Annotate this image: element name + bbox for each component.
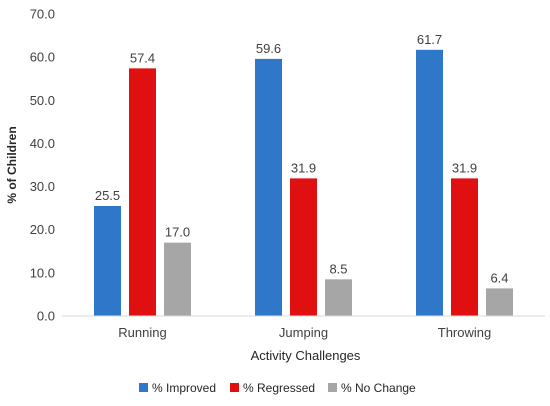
bar-value-label: 59.6 [256, 41, 281, 56]
bar-value-label: 25.5 [95, 188, 120, 203]
y-tick-label: 10.0 [30, 265, 55, 280]
x-tick-label: Throwing [438, 325, 491, 340]
bar-value-label: 31.9 [291, 160, 316, 175]
legend-label: % Improved [152, 381, 216, 395]
bar-value-label: 57.4 [130, 50, 155, 65]
y-tick-label: 20.0 [30, 222, 55, 237]
y-tick-label: 50.0 [30, 93, 55, 108]
x-tick-label: Running [118, 325, 166, 340]
bar [94, 205, 121, 316]
bar-value-label: 31.9 [452, 160, 477, 175]
x-axis-title: Activity Challenges [251, 348, 361, 363]
bar [416, 49, 443, 317]
y-tick-label: 30.0 [30, 179, 55, 194]
x-axis: Running Jumping Throwing [62, 315, 545, 340]
legend-label: % Regressed [243, 381, 315, 395]
y-tick-label: 40.0 [30, 136, 55, 151]
bar [486, 288, 513, 316]
legend: % Improved % Regressed % No Change [139, 381, 416, 395]
bar [164, 242, 191, 316]
legend-swatch [328, 383, 337, 392]
legend-swatch [230, 383, 239, 392]
bar-value-label: 8.5 [329, 261, 347, 276]
bar-value-label: 6.4 [490, 270, 508, 285]
bar-value-label: 17.0 [165, 225, 190, 240]
bars: 25.5 57.4 17.0 59.6 31.9 8.5 61.7 31.9 6.4 [94, 32, 513, 317]
y-axis: 0.0 10.0 20.0 30.0 40.0 50.0 60.0 70.0 [30, 7, 55, 324]
bar [255, 58, 282, 317]
legend-label: % No Change [341, 381, 416, 395]
y-tick-label: 70.0 [30, 7, 55, 22]
bar [325, 279, 352, 316]
bar-value-label: 61.7 [417, 32, 442, 47]
y-tick-label: 0.0 [37, 309, 55, 324]
x-tick-label: Jumping [279, 325, 328, 340]
bar [290, 178, 317, 316]
legend-swatch [139, 383, 148, 392]
y-axis-title: % of Children [5, 126, 19, 203]
bar [129, 68, 156, 316]
bar [451, 178, 478, 316]
y-tick-label: 60.0 [30, 50, 55, 65]
